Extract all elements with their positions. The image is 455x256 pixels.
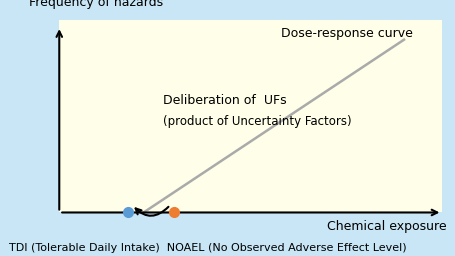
Text: Frequency of hazards: Frequency of hazards [29,0,162,9]
Text: TDI (Tolerable Daily Intake)  NOAEL (No Observed Adverse Effect Level): TDI (Tolerable Daily Intake) NOAEL (No O… [9,243,406,253]
Text: Dose-response curve: Dose-response curve [281,27,412,40]
Text: Deliberation of  UFs: Deliberation of UFs [162,94,286,107]
Text: (product of Uncertainty Factors): (product of Uncertainty Factors) [162,115,350,128]
Text: Chemical exposure: Chemical exposure [326,220,445,233]
